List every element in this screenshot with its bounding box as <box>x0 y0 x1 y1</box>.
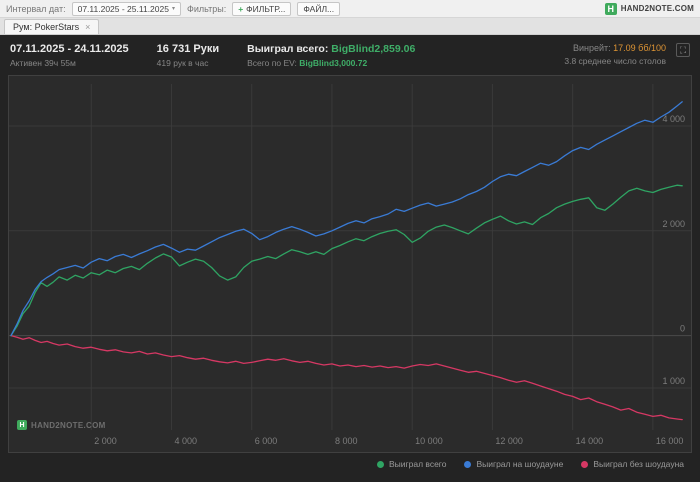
chart-watermark: H HAND2NOTE.COM <box>17 420 106 430</box>
stat-winnings: Выиграл всего: BigBlind2,859.06 Всего по… <box>247 43 415 68</box>
tab-bar: Рум: PokerStars × <box>0 18 700 35</box>
stat-hands-value: 16 731 Руки <box>156 43 220 55</box>
winnings-chart[interactable]: 2 000 4 000 6 000 8 000 10 000 12 000 14 000 16… <box>8 75 692 453</box>
watermark-text: HAND2NOTE.COM <box>31 420 106 430</box>
legend-dot-green <box>377 460 384 468</box>
won-total-label: Выиграл всего: <box>247 43 332 55</box>
stats-header: 07.11.2025 - 24.11.2025 Активен 39ч 55м … <box>8 39 692 75</box>
brand: H HAND2NOTE.COM <box>604 2 694 15</box>
legend-dot-blue <box>464 460 472 468</box>
add-filter-label: ФИЛЬТР... <box>246 3 286 14</box>
hand2note-logo-icon: H <box>604 2 617 15</box>
stat-active-time: Активен 39ч 55м <box>10 58 76 68</box>
close-icon[interactable]: × <box>85 22 91 32</box>
legend-label-showdown: Выиграл на шоудауне <box>476 459 564 469</box>
filters-label: Фильтры: <box>186 3 227 14</box>
file-button-label: ФАЙЛ... <box>303 3 335 14</box>
hand2note-logo-icon: H <box>17 420 27 430</box>
svg-text:0: 0 <box>680 324 685 334</box>
svg-text:6 000: 6 000 <box>255 436 278 446</box>
date-range-select[interactable]: 07.11.2025 - 25.11.2025 ▾ <box>71 1 181 16</box>
stat-date-range-value: 07.11.2025 - 24.11.2025 <box>10 43 129 55</box>
ev-total-value: BigBlind3,000.72 <box>299 58 368 68</box>
svg-text:16 000: 16 000 <box>656 436 684 446</box>
legend-dot-red <box>581 460 589 468</box>
svg-text:10 000: 10 000 <box>415 436 443 446</box>
top-toolbar: Интервал дат: 07.11.2025 - 25.11.2025 ▾ … <box>0 0 700 18</box>
tab-label: Рум: PokerStars <box>13 22 80 32</box>
svg-text:14 000: 14 000 <box>576 436 604 446</box>
avg-tables: 3.8 среднее число столов <box>564 56 666 66</box>
stat-date-range: 07.11.2025 - 24.11.2025 Активен 39ч 55м <box>10 43 129 68</box>
winrate-value: 17.09 <box>613 43 636 53</box>
svg-text:2 000: 2 000 <box>94 436 117 446</box>
add-filter-button[interactable]: + ФИЛЬТР... <box>232 1 292 16</box>
svg-text:8 000: 8 000 <box>335 436 358 446</box>
svg-text:12 000: 12 000 <box>495 436 523 446</box>
chart-legend: Выиграл всего Выиграл на шоудауне Выигра… <box>8 453 692 471</box>
chevron-down-icon: ▾ <box>171 6 175 12</box>
svg-text:4 000: 4 000 <box>174 436 197 446</box>
file-button[interactable]: ФАЙЛ... <box>297 1 341 16</box>
winrate-unit: бб/100 <box>635 43 666 53</box>
winrate-label: Винрейт: <box>572 43 614 53</box>
legend-item-nonshowdown[interactable]: Выиграл без шоудауна <box>581 459 684 469</box>
legend-label-total: Выиграл всего <box>389 459 447 469</box>
brand-text: HAND2NOTE.COM <box>620 4 694 13</box>
report-panel: 07.11.2025 - 24.11.2025 Активен 39ч 55м … <box>0 35 700 482</box>
tab-room-pokerstars[interactable]: Рум: PokerStars × <box>4 19 100 34</box>
svg-text:4 000: 4 000 <box>662 114 685 124</box>
legend-item-total[interactable]: Выиграл всего <box>377 459 446 469</box>
legend-item-showdown[interactable]: Выиграл на шоудауне <box>464 459 563 469</box>
ev-total-label: Всего по EV: <box>247 58 300 68</box>
stat-hands: 16 731 Руки 419 рук в час <box>157 43 219 68</box>
svg-text:2 000: 2 000 <box>662 219 685 229</box>
stat-winrate-block: Винрейт: 17.09 бб/100 3.8 среднее число … <box>564 43 666 66</box>
chart-canvas[interactable]: 2 000 4 000 6 000 8 000 10 000 12 000 14 000 16… <box>9 76 691 452</box>
won-total-value: BigBlind2,859.06 <box>331 43 416 55</box>
date-range-value: 07.11.2025 - 25.11.2025 <box>77 3 169 14</box>
date-range-label: Интервал дат: <box>6 3 66 14</box>
legend-label-nonshowdown: Выиграл без шоудауна <box>593 459 684 469</box>
snapshot-icon[interactable]: ⛶ <box>676 43 690 57</box>
stat-hands-per-hour: 419 рук в час <box>156 58 209 68</box>
svg-text:1 000: 1 000 <box>662 376 685 386</box>
plus-icon: + <box>238 3 244 14</box>
